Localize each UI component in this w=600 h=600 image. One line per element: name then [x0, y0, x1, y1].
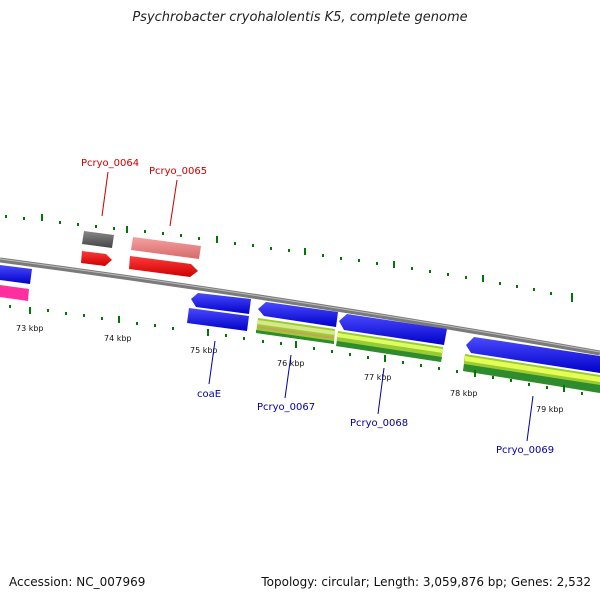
reverse-cds-pcryo-0067 — [258, 302, 338, 327]
gene-label-coaE[interactable]: coaE — [197, 389, 221, 400]
gene-label-pcryo-0064[interactable]: Pcryo_0064 — [81, 158, 139, 169]
accession-text: Accession: NC_007969 — [9, 575, 146, 589]
green-analysis-track — [256, 318, 600, 393]
bottom-label-leaders — [208, 340, 534, 442]
forward-cds-pcryo-0065 — [129, 256, 198, 277]
gene-label-pcryo-0065[interactable]: Pcryo_0065 — [149, 166, 207, 177]
reverse-cds-left-edge — [0, 265, 32, 284]
scale-label-76kbp: 76 kbp — [277, 359, 305, 368]
forward-cds-pcryo-0064 — [81, 251, 112, 266]
inner-tick-ring — [9, 305, 583, 395]
genome-backbone — [0, 257, 600, 356]
reverse-cds-pcryo-0069 — [466, 337, 600, 373]
reverse-cds-coaE — [191, 293, 251, 314]
scale-label-77kbp: 77 kbp — [364, 373, 392, 382]
gray-feature-block — [82, 231, 114, 248]
pink-cds-left-edge — [0, 285, 29, 301]
gene-label-pcryo-0068[interactable]: Pcryo_0068 — [350, 418, 408, 429]
reverse-cds-pcryo-0068 — [339, 314, 447, 345]
map-title: Psychrobacter cryohalolentis K5, complet… — [132, 10, 468, 25]
scale-label-78kbp: 78 kbp — [450, 389, 478, 398]
pink-analysis-block — [131, 237, 201, 259]
blue-block-a — [187, 308, 249, 331]
scale-label-74kbp: 74 kbp — [104, 334, 132, 343]
genome-summary-text: Topology: circular; Length: 3,059,876 bp… — [261, 575, 591, 589]
scale-label-79kbp: 79 kbp — [536, 405, 564, 414]
gene-label-pcryo-0067[interactable]: Pcryo_0067 — [257, 402, 315, 413]
outer-tick-ring — [5, 214, 573, 302]
gene-label-pcryo-0069[interactable]: Pcryo_0069 — [496, 445, 554, 456]
scale-label-75kbp: 75 kbp — [190, 346, 218, 355]
top-label-leaders — [101, 171, 178, 227]
scale-label-73kbp: 73 kbp — [16, 324, 44, 333]
